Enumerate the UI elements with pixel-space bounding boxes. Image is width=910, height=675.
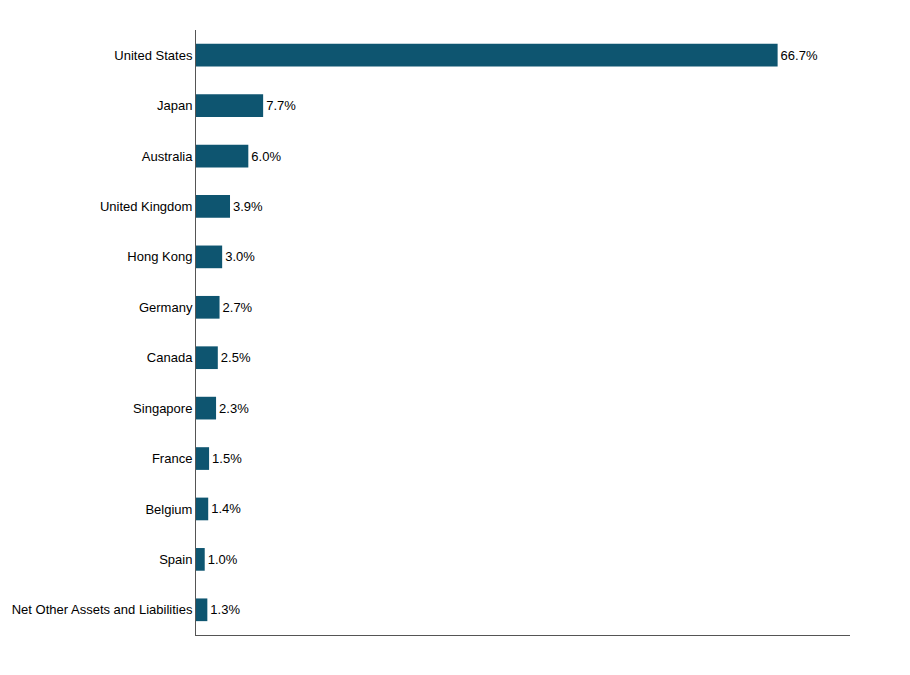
svg-text:Net Other Assets and Liabiliti: Net Other Assets and Liabilities (12, 602, 193, 617)
svg-text:3.9%: 3.9% (233, 199, 263, 214)
svg-text:2.5%: 2.5% (221, 350, 251, 365)
svg-text:Germany: Germany (139, 300, 193, 315)
svg-text:2.7%: 2.7% (223, 300, 253, 315)
svg-text:1.0%: 1.0% (208, 552, 238, 567)
svg-text:Hong Kong: Hong Kong (127, 249, 192, 264)
svg-text:1.4%: 1.4% (211, 501, 241, 516)
svg-text:3.0%: 3.0% (225, 249, 255, 264)
svg-text:Spain: Spain (159, 552, 192, 567)
svg-text:Japan: Japan (157, 98, 192, 113)
svg-text:Canada: Canada (147, 350, 193, 365)
svg-text:1.3%: 1.3% (210, 602, 240, 617)
svg-text:Australia: Australia (142, 149, 193, 164)
svg-text:Belgium: Belgium (145, 502, 192, 517)
svg-text:6.0%: 6.0% (251, 149, 281, 164)
svg-text:1.5%: 1.5% (212, 451, 242, 466)
svg-text:7.7%: 7.7% (266, 98, 296, 113)
svg-text:Singapore: Singapore (133, 401, 192, 416)
svg-text:United Kingdom: United Kingdom (100, 199, 193, 214)
svg-text:France: France (152, 451, 192, 466)
svg-text:United States: United States (114, 48, 193, 63)
svg-text:2.3%: 2.3% (219, 401, 249, 416)
svg-text:66.7%: 66.7% (781, 48, 818, 63)
